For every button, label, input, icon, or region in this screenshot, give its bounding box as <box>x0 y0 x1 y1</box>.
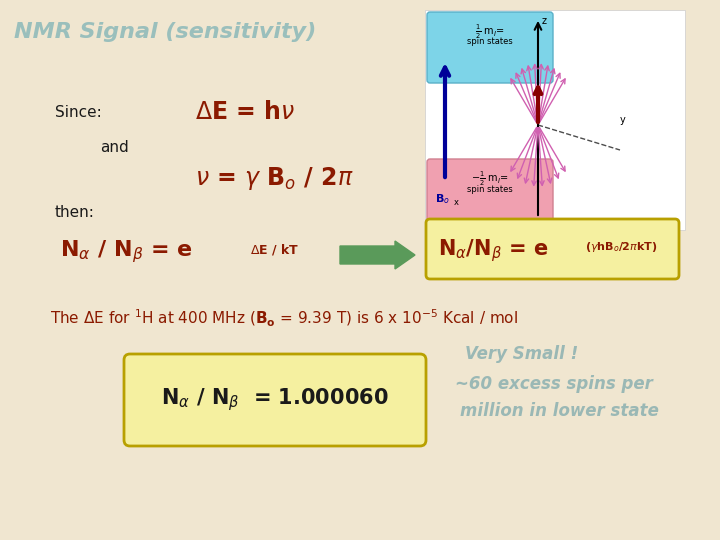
FancyBboxPatch shape <box>427 12 553 83</box>
Text: x: x <box>454 198 459 207</box>
Text: The $\Delta$E for $^1$H at 400 MHz ($\bf{B_o}$ = 9.39 T) is 6 x 10$^{-5}$ Kcal /: The $\Delta$E for $^1$H at 400 MHz ($\bf… <box>50 308 518 329</box>
Text: million in lower state: million in lower state <box>460 402 659 420</box>
Text: ($\gamma$hB$_o$/2$\pi$kT): ($\gamma$hB$_o$/2$\pi$kT) <box>585 240 657 254</box>
FancyBboxPatch shape <box>426 219 679 279</box>
FancyBboxPatch shape <box>425 10 685 230</box>
FancyArrow shape <box>340 241 415 269</box>
Text: and: and <box>100 140 129 155</box>
Text: N$_\alpha$/N$_\beta$ = e: N$_\alpha$/N$_\beta$ = e <box>438 237 549 264</box>
Text: N$_\alpha$ / N$_\beta$ = e: N$_\alpha$ / N$_\beta$ = e <box>60 238 193 265</box>
Text: Since:: Since: <box>55 105 102 120</box>
Text: $-\frac{1}{2}$ m$_I$=: $-\frac{1}{2}$ m$_I$= <box>471 170 509 188</box>
Text: $\nu$ = $\gamma$ B$_o$ / 2$\pi$: $\nu$ = $\gamma$ B$_o$ / 2$\pi$ <box>195 165 354 192</box>
FancyBboxPatch shape <box>427 159 553 225</box>
Text: Very Small !: Very Small ! <box>465 345 578 363</box>
Text: $\frac{1}{2}$ m$_I$=: $\frac{1}{2}$ m$_I$= <box>475 23 505 41</box>
Text: B$_o$: B$_o$ <box>434 192 449 206</box>
Text: NMR Signal (sensitivity): NMR Signal (sensitivity) <box>14 22 316 42</box>
Text: spin states: spin states <box>467 37 513 46</box>
Text: $\Delta$E = h$\nu$: $\Delta$E = h$\nu$ <box>195 100 295 124</box>
Text: $\Delta$E / kT: $\Delta$E / kT <box>250 242 300 257</box>
Text: ~60 excess spins per: ~60 excess spins per <box>455 375 653 393</box>
Text: z: z <box>542 16 547 26</box>
Text: y: y <box>620 115 626 125</box>
FancyBboxPatch shape <box>124 354 426 446</box>
Text: then:: then: <box>55 205 95 220</box>
Text: spin states: spin states <box>467 185 513 194</box>
Text: N$_\alpha$ / N$_\beta$  = 1.000060: N$_\alpha$ / N$_\beta$ = 1.000060 <box>161 387 389 414</box>
